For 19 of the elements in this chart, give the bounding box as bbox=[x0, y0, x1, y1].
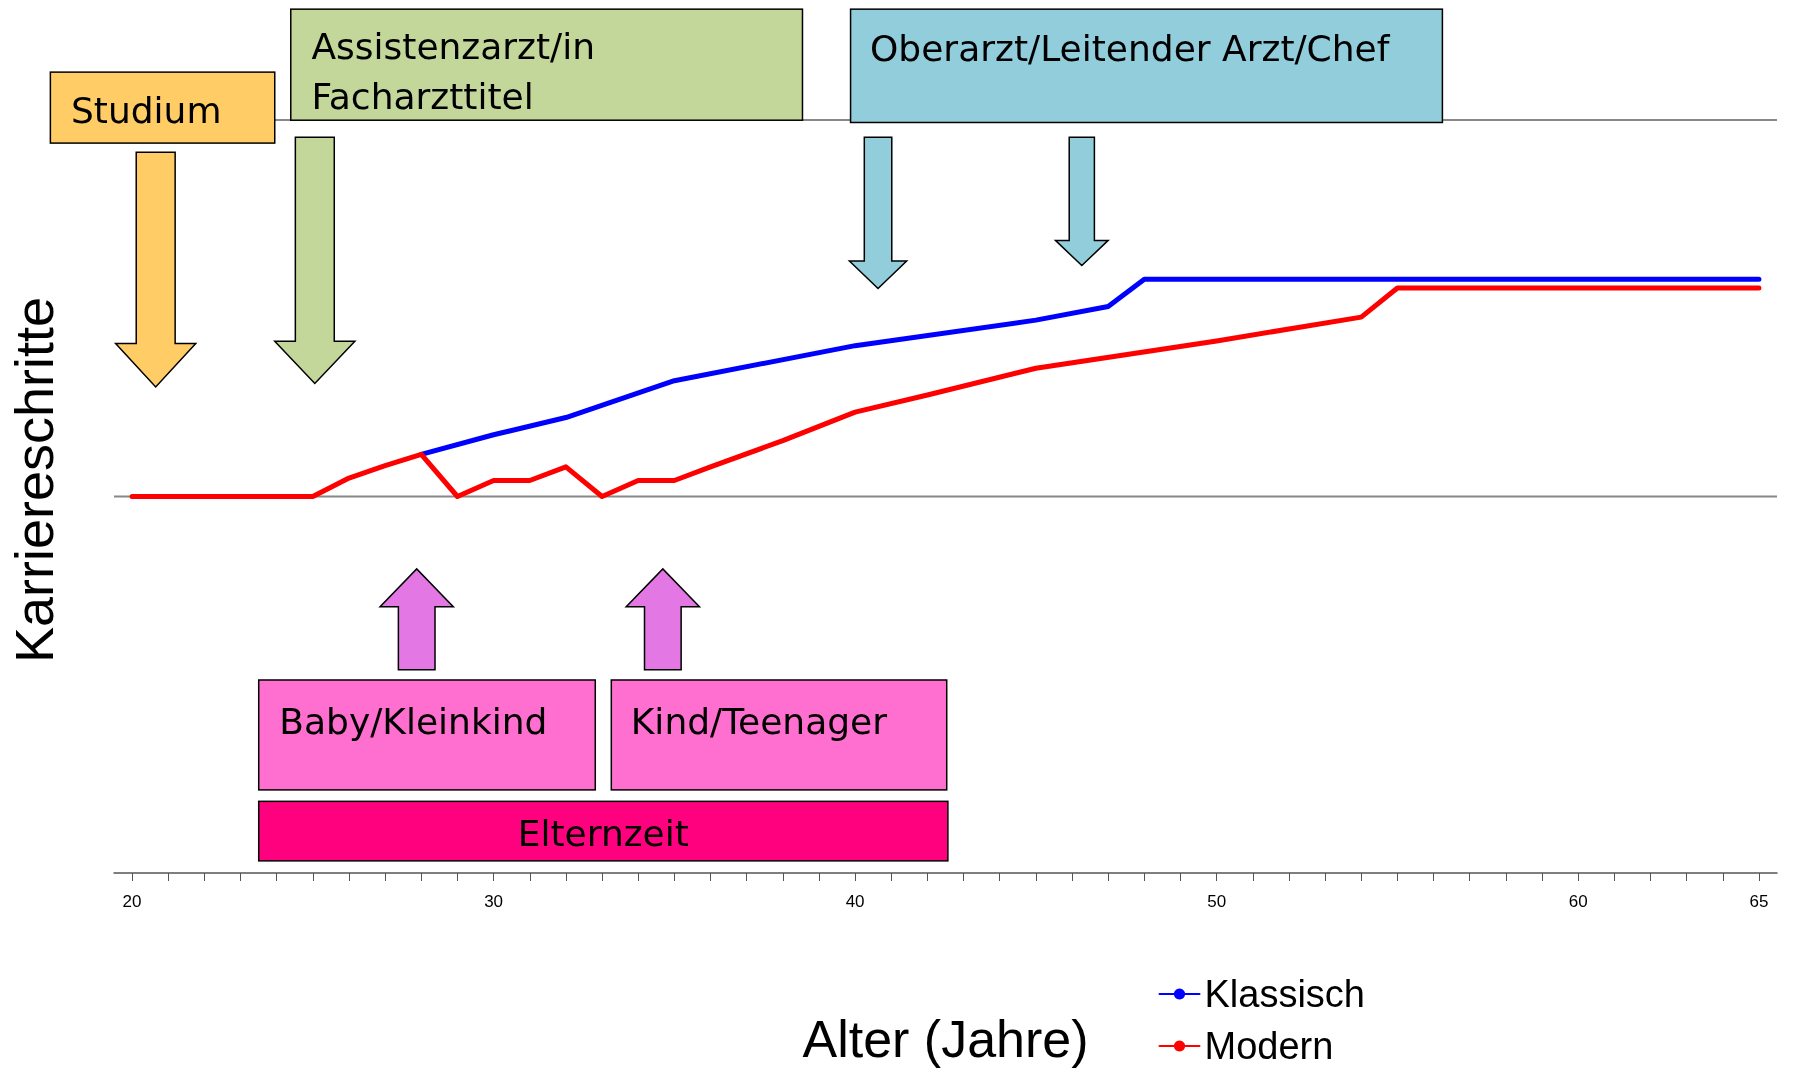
x-tick-label: 40 bbox=[845, 892, 865, 911]
text-box: Baby/Kleinkind bbox=[257, 679, 597, 791]
x-tick-label: 30 bbox=[484, 892, 504, 911]
text-box: Assistenzarzt/in Facharzttitel bbox=[290, 8, 804, 121]
text-box: Elternzeit bbox=[257, 800, 949, 862]
annotation: Elternzeit bbox=[517, 812, 689, 854]
y-axis-title: Karriereschritte bbox=[4, 296, 64, 664]
x-tick-label: 20 bbox=[122, 892, 142, 911]
annotation: Kind/Teenager bbox=[630, 700, 888, 742]
legend-label: Modern bbox=[1204, 1025, 1334, 1067]
x-tick-label: 60 bbox=[1568, 892, 1588, 911]
text-box: Studium bbox=[49, 71, 276, 144]
x-axis-title: Alter (Jahre) bbox=[802, 1010, 1089, 1068]
text-box: Oberarzt/Leitender Arzt/Chef bbox=[849, 8, 1444, 124]
legend-label: Klassisch bbox=[1204, 973, 1365, 1015]
annotation: Baby/Kleinkind bbox=[279, 700, 548, 742]
text-box: Kind/Teenager bbox=[610, 679, 948, 791]
x-tick-label: 50 bbox=[1207, 892, 1227, 911]
x-tick-label: 65 bbox=[1749, 892, 1769, 911]
